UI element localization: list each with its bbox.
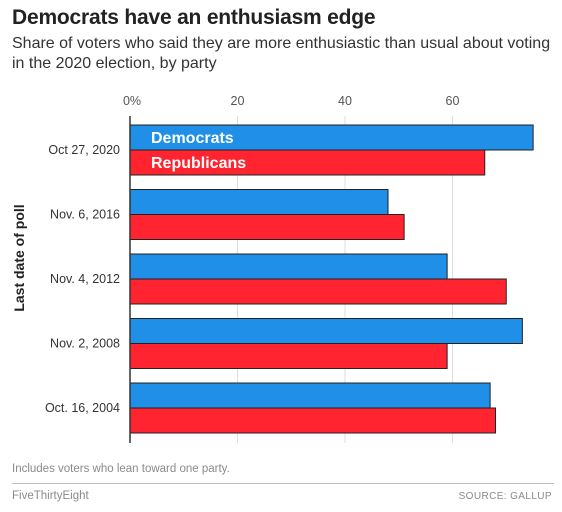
chart-subtitle: Share of voters who said they are more e… bbox=[12, 35, 551, 72]
democrats-bar bbox=[129, 189, 389, 215]
republicans-bar bbox=[129, 343, 448, 369]
legend-republicans: Republicans bbox=[151, 155, 246, 172]
democrats-bar bbox=[129, 382, 491, 409]
democrats-bar bbox=[129, 318, 523, 344]
x-tick-label: 40 bbox=[338, 94, 352, 108]
x-tick-label: 0% bbox=[123, 94, 141, 108]
footer-divider bbox=[12, 483, 554, 484]
legend: Democrats Republicans bbox=[151, 130, 246, 172]
category-label: Nov. 4, 2012 bbox=[50, 272, 120, 286]
republicans-bar bbox=[129, 407, 496, 434]
bar-chart: 0% 20 40 60 Oct 27, 2020 Nov. 6, 2016 Nov. 4,… bbox=[11, 94, 534, 443]
republicans-bar bbox=[129, 278, 507, 305]
brand-label: FiveThirtyEight bbox=[12, 490, 89, 502]
category-label: Oct. 16, 2004 bbox=[45, 401, 120, 415]
category-labels: Oct 27, 2020 Nov. 6, 2016 Nov. 4, 2012 Nov.… bbox=[45, 143, 120, 415]
category-label: Nov. 6, 2016 bbox=[50, 208, 120, 222]
legend-democrats: Democrats bbox=[151, 130, 234, 147]
chart-title: Democrats have an enthusiasm edge bbox=[12, 6, 376, 29]
x-tick-label: 60 bbox=[446, 94, 460, 108]
category-label: Oct 27, 2020 bbox=[48, 143, 120, 157]
x-tick-label: 20 bbox=[231, 94, 245, 108]
footnote: Includes voters who lean toward one part… bbox=[12, 463, 230, 475]
bars bbox=[129, 124, 534, 434]
x-axis-ticks: 0% 20 40 60 bbox=[123, 94, 460, 108]
republicans-bar bbox=[129, 214, 405, 240]
republicans-bar bbox=[129, 149, 486, 176]
democrats-bar bbox=[129, 253, 448, 280]
category-label: Nov. 2, 2008 bbox=[50, 337, 120, 351]
y-axis-label: Last date of poll bbox=[11, 204, 27, 311]
source-label: SOURCE: GALLUP bbox=[458, 491, 552, 502]
